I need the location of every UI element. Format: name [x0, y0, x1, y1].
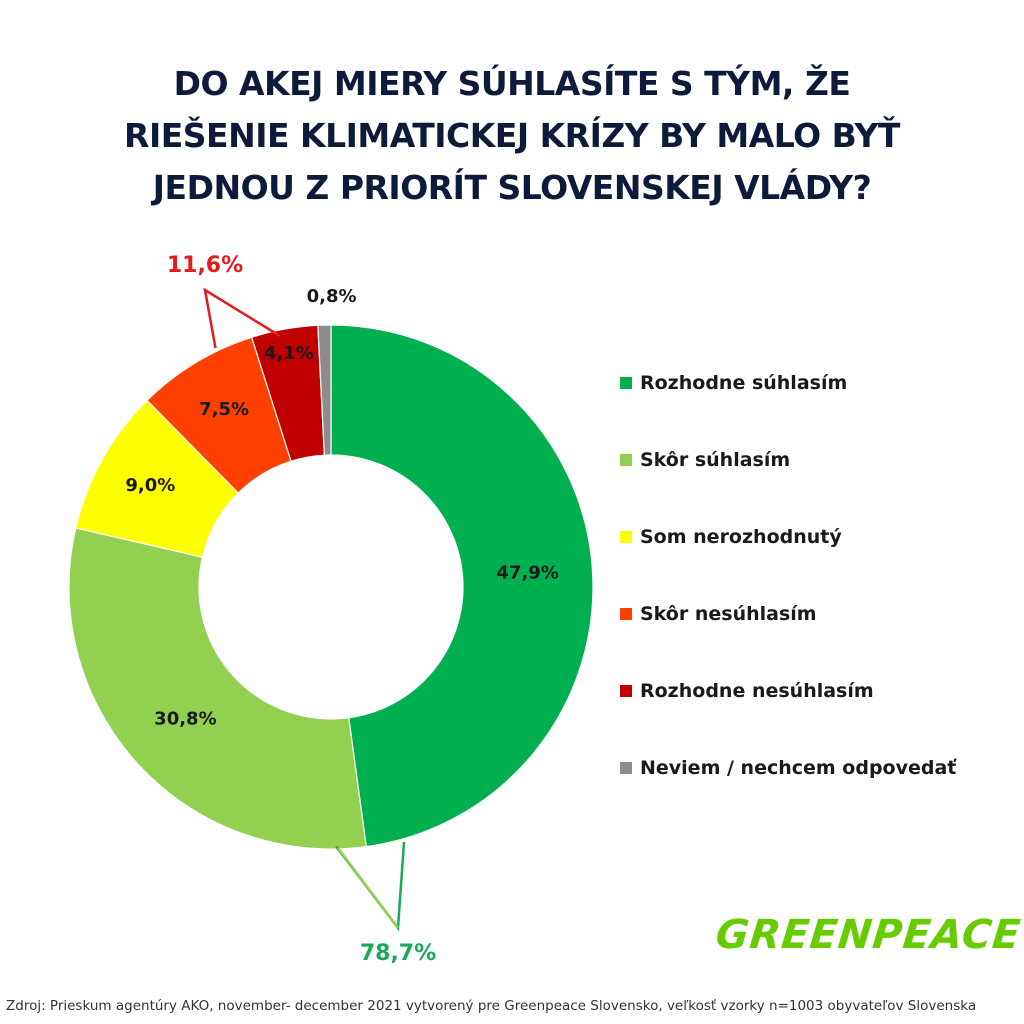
donut-slice — [317, 324, 332, 456]
legend-label: Skôr súhlasím — [640, 449, 791, 471]
source-note: Zdroj: Prieskum agentúry AKO, november- … — [6, 998, 977, 1014]
legend-swatch — [620, 685, 632, 697]
legend-swatch — [620, 531, 632, 543]
donut-slice — [68, 527, 367, 850]
legend-label: Rozhodne nesúhlasím — [640, 680, 874, 702]
legend-label: Neviem / nechcem odpovedať — [640, 757, 957, 779]
legend-item: Rozhodne súhlasím — [620, 368, 956, 445]
slice-data-label: 30,8% — [154, 709, 216, 730]
slice-data-label: 0,8% — [307, 286, 357, 307]
legend-item: Som nerozhodnutý — [620, 522, 956, 599]
chart-title: DO AKEJ MIERY SÚHLASÍTE S TÝM, ŽE RIEŠEN… — [90, 58, 934, 214]
donut-slice — [330, 324, 594, 848]
title-line-2: RIEŠENIE KLIMATICKEJ KRÍZY BY MALO BYŤ — [124, 116, 900, 155]
legend-label: Skôr nesúhlasím — [640, 603, 817, 625]
legend-item: Rozhodne nesúhlasím — [620, 676, 956, 753]
annotation-label: 78,7% — [360, 941, 436, 966]
greenpeace-logo: GREENPEACE — [713, 912, 1024, 958]
annotation-bracket — [335, 841, 406, 932]
legend-item: Skôr súhlasím — [620, 445, 956, 522]
chart-legend: Rozhodne súhlasím Skôr súhlasím Som nero… — [620, 368, 956, 830]
annotation-bracket — [203, 287, 281, 349]
title-line-1: DO AKEJ MIERY SÚHLASÍTE S TÝM, ŽE — [173, 64, 851, 103]
legend-swatch — [620, 762, 632, 774]
annotation-bracket-line — [337, 847, 399, 929]
title-line-3: JEDNOU Z PRIORÍT SLOVENSKEJ VLÁDY? — [152, 168, 872, 207]
slice-data-label: 4,1% — [264, 343, 314, 364]
legend-item: Neviem / nechcem odpovedať — [620, 753, 956, 830]
slice-data-label: 7,5% — [199, 399, 249, 420]
legend-item: Skôr nesúhlasím — [620, 599, 956, 676]
legend-swatch — [620, 454, 632, 466]
annotation-label: 11,6% — [167, 253, 243, 278]
legend-swatch — [620, 608, 632, 620]
legend-label: Som nerozhodnutý — [640, 526, 842, 548]
legend-label: Rozhodne súhlasím — [640, 372, 848, 394]
slice-data-label: 47,9% — [496, 563, 558, 584]
legend-swatch — [620, 377, 632, 389]
slice-data-label: 9,0% — [125, 475, 175, 496]
